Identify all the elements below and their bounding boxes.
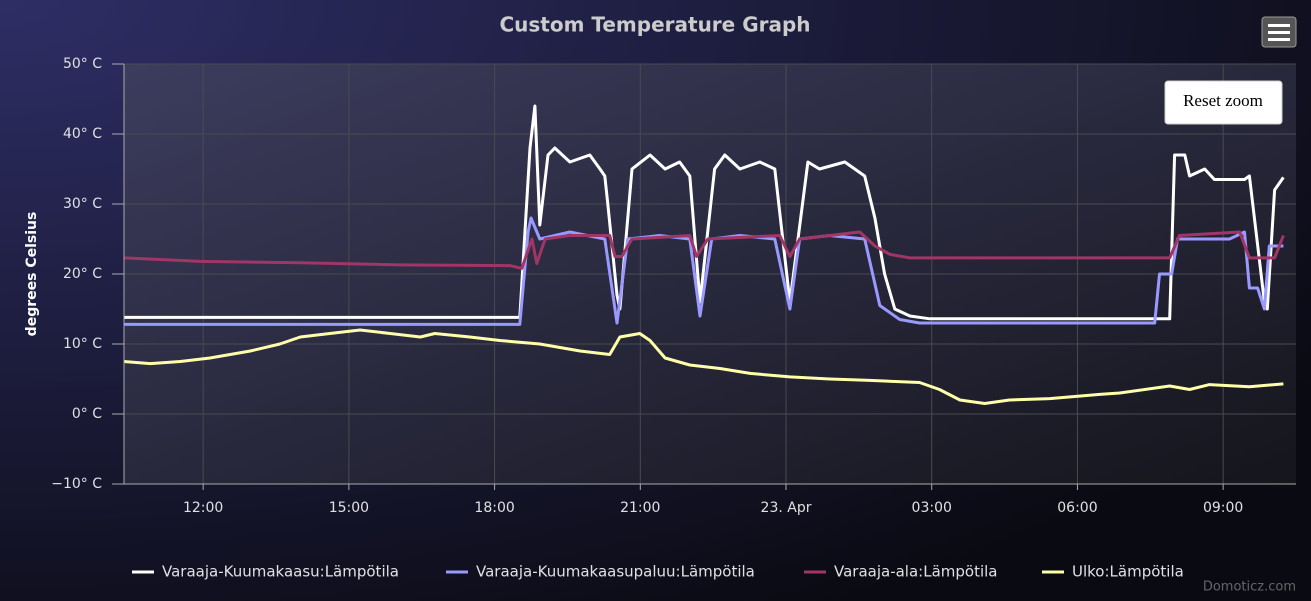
y-tick-label: 50° C [63, 56, 102, 72]
reset-zoom-label[interactable]: Reset zoom [1183, 91, 1263, 110]
legend-label: Varaaja-ala:Lämpötila [834, 563, 997, 581]
x-tick-label: 21:00 [620, 500, 660, 516]
y-tick-label: 10° C [63, 336, 102, 352]
x-tick-label: 06:00 [1057, 500, 1097, 516]
legend-label: Varaaja-Kuumakaasu:Lämpötila [162, 563, 399, 581]
reset-zoom-box[interactable] [1164, 80, 1283, 125]
chart-title: Custom Temperature Graph [499, 13, 810, 37]
y-tick-label: −10° C [51, 476, 102, 492]
series-line [123, 230, 1285, 270]
series-line [124, 104, 1285, 321]
series-line [123, 328, 1284, 405]
x-tick-label: 15:00 [329, 500, 369, 516]
reset-zoom-button[interactable]: Reset zoom [1164, 80, 1283, 125]
legend-label: Varaaja-Kuumakaasupaluu:Lämpötila [476, 563, 755, 581]
y-tick-label: 0° C [72, 406, 102, 422]
y-tick-label: 40° C [63, 126, 102, 142]
x-tick-label: 12:00 [183, 500, 223, 516]
x-tick-label: 09:00 [1203, 500, 1243, 516]
menu-bar [1268, 38, 1290, 41]
legend-label: Ulko:Lämpötila [1072, 563, 1184, 581]
y-axis-title: degrees Celsius [24, 212, 40, 337]
x-tick-label: 23. Apr [761, 500, 812, 516]
menu-bar [1268, 31, 1290, 34]
y-tick-label: 20° C [63, 266, 102, 282]
x-tick-label: 18:00 [474, 500, 514, 516]
x-tick-label: 03:00 [912, 500, 952, 516]
y-tick-label: 30° C [63, 196, 102, 212]
menu-button[interactable] [1261, 16, 1297, 48]
credits: Domoticz.com [1203, 580, 1296, 595]
menu-bar [1268, 24, 1290, 27]
